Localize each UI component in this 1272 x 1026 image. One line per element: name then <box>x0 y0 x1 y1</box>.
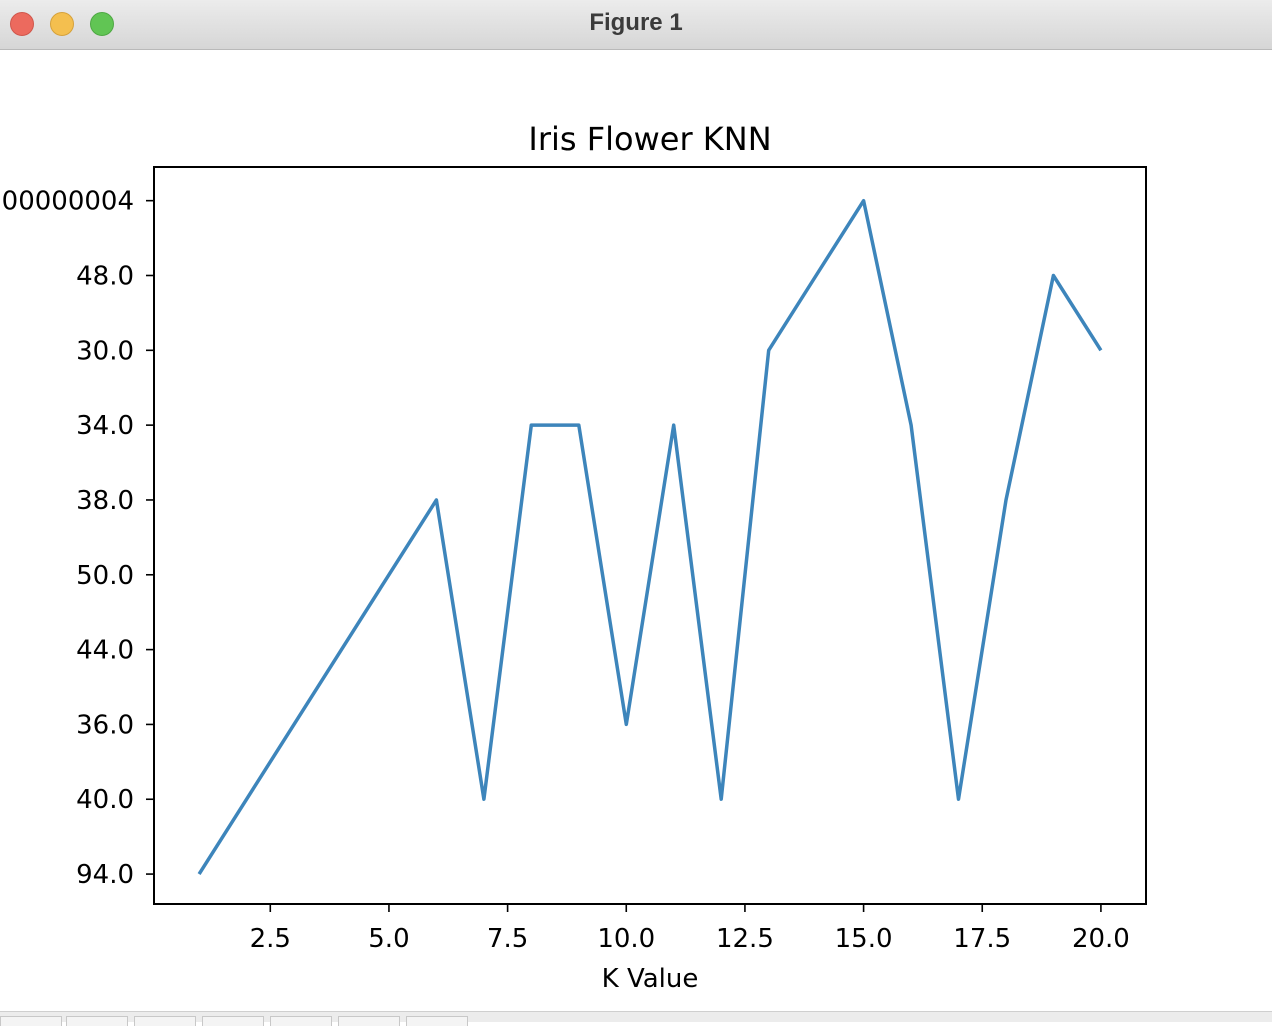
x-axis-label: K Value <box>602 964 699 994</box>
x-tick-label: 10.0 <box>597 924 655 954</box>
chart-title: Iris Flower KNN <box>528 120 771 158</box>
x-tick-label: 20.0 <box>1072 924 1130 954</box>
y-tick-label: 40.0 <box>76 785 134 815</box>
x-tick-label: 17.5 <box>953 924 1011 954</box>
x-tick-label: 2.5 <box>250 924 291 954</box>
toolbar-button[interactable] <box>0 1016 62 1026</box>
figure-toolbar <box>0 1011 1272 1026</box>
zoom-window-button[interactable] <box>90 12 114 36</box>
y-tick-label: 94.0 <box>76 860 134 890</box>
y-tick-label: 48.0 <box>76 261 134 291</box>
y-tick-label: 50.0 <box>76 561 134 591</box>
y-tick-label: 44.0 <box>76 636 134 666</box>
toolbar-button[interactable] <box>66 1016 128 1026</box>
y-tick-label: 34.0 <box>76 411 134 441</box>
figure-canvas: Iris Flower KNN K Value 2.5 5.0 7.5 10.0 12.… <box>0 51 1272 1011</box>
plot-frame <box>153 166 1147 905</box>
minimize-window-button[interactable] <box>50 12 74 36</box>
chart-marks: 2.5 5.0 7.5 10.0 12.5 15.0 17.5 20.0 94.0 40.0 36.… <box>2 166 1147 954</box>
y-tick-label: 38.0 <box>76 486 134 516</box>
toolbar-button[interactable] <box>134 1016 196 1026</box>
close-window-button[interactable] <box>10 12 34 36</box>
x-tick-label: 5.0 <box>368 924 409 954</box>
y-tick-label: 00000004 <box>2 187 134 217</box>
x-tick-label: 15.0 <box>835 924 893 954</box>
line-chart: Iris Flower KNN K Value 2.5 5.0 7.5 10.0 12.… <box>2 120 1147 994</box>
window-titlebar: Figure 1 <box>0 0 1272 50</box>
y-tick-label: 36.0 <box>76 710 134 740</box>
window-title: Figure 1 <box>589 9 683 36</box>
x-tick-label: 12.5 <box>716 924 774 954</box>
toolbar-button[interactable] <box>338 1016 400 1026</box>
series-line <box>197 198 1103 876</box>
toolbar-button[interactable] <box>202 1016 264 1026</box>
x-tick-label: 7.5 <box>487 924 528 954</box>
toolbar-button[interactable] <box>270 1016 332 1026</box>
toolbar-button[interactable] <box>406 1016 468 1026</box>
y-tick-label: 30.0 <box>76 336 134 366</box>
